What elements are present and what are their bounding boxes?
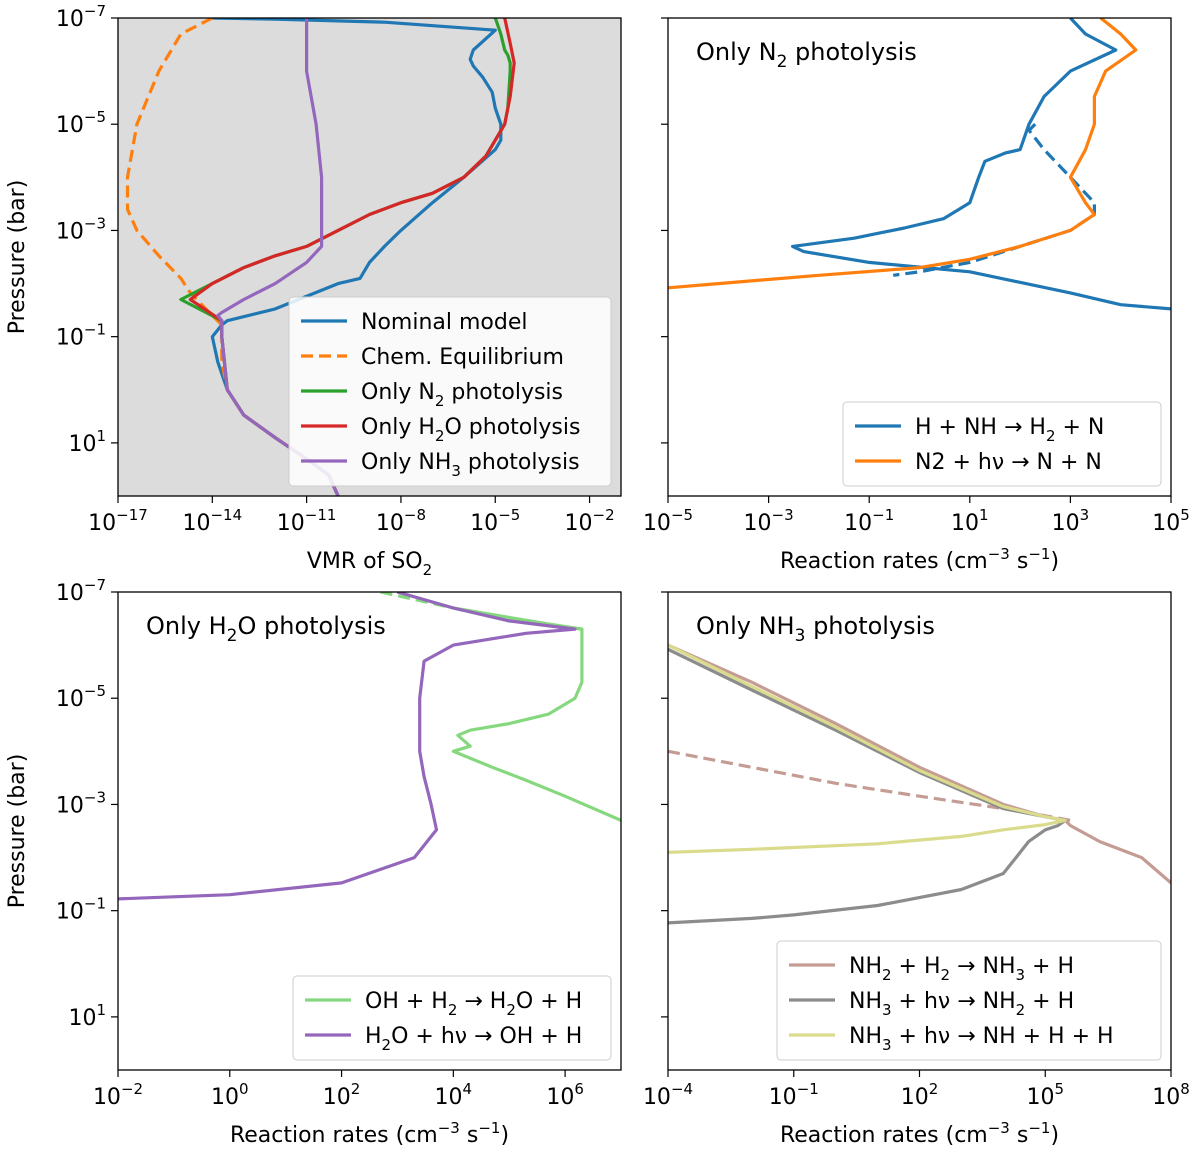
y-tick-label-0-2: 10−3 xyxy=(56,214,106,244)
legend-label-3-0: NH2 + H2 → NH3 + H xyxy=(849,954,1074,984)
x-axis-label: VMR of SO2 xyxy=(307,549,432,579)
y-axis-label: Pressure (bar) xyxy=(5,180,30,335)
series-line-0-1 xyxy=(125,18,340,496)
x-axis-label: Reaction rates (cm−3 s−1) xyxy=(780,545,1059,574)
y-tick-label-2-3: 10−1 xyxy=(56,895,106,925)
y-tick-label-0-3: 10−1 xyxy=(56,321,106,351)
legend-label-3-2: NH3 + hν → NH + H + H xyxy=(849,1024,1114,1054)
panel-title: Only NH3 photolysis xyxy=(696,612,935,646)
series-line-0-4 xyxy=(216,18,340,496)
series-group xyxy=(668,643,1171,925)
y-tick-label-2-2: 10−3 xyxy=(56,788,106,818)
legend-label-0-0: Nominal model xyxy=(361,310,528,335)
chart-panel-bottom-right: 10−4 10−1 102 105 108 Reaction rates (cm−3 s−… xyxy=(643,591,1190,1148)
x-tick-label-2-4: 106 xyxy=(546,1080,584,1110)
x-tick-label-1-0: 10−5 xyxy=(643,506,693,536)
x-tick-label-0-3: 10−8 xyxy=(376,506,426,536)
legend: Nominal model Chem. Equilibrium Only N2 ph… xyxy=(288,296,612,487)
legend-label-0-1: Chem. Equilibrium xyxy=(361,345,564,370)
legend-label-1-0: H + NH → H2 + N xyxy=(915,415,1104,445)
series-group xyxy=(125,18,516,496)
x-tick-label-0-5: 10−2 xyxy=(565,506,615,536)
chart-panel-bottom-left: 10−2 100 102 104 106 10−7 10−5 10−3 10−1 101 React… xyxy=(5,576,622,1148)
plot-frame xyxy=(667,17,1172,497)
x-axis-label: Reaction rates (cm−3 s−1) xyxy=(230,1119,509,1148)
x-tick-label-1-5: 105 xyxy=(1152,506,1190,536)
legend-label-0-2: Only N2 photolysis xyxy=(361,380,563,410)
chart-panel-top-right: 10−5 10−3 10−1 101 103 105 Reaction rates (cm−… xyxy=(643,17,1190,574)
y-tick-label-0-1: 10−5 xyxy=(56,108,106,138)
x-tick-label-1-2: 10−1 xyxy=(844,506,894,536)
legend: OH + H2 → H2O + H H2O + hν → OH + H xyxy=(292,975,612,1061)
legend-box xyxy=(292,975,612,1061)
x-tick-label-1-4: 103 xyxy=(1052,506,1090,536)
plot-frame xyxy=(117,591,622,1071)
series-line-1-0 xyxy=(791,18,1171,311)
x-tick-label-2-1: 100 xyxy=(211,1080,249,1110)
series-line-2-2 xyxy=(118,592,577,901)
x-tick-label-0-2: 10−11 xyxy=(277,506,337,536)
x-tick-label-3-4: 108 xyxy=(1152,1080,1190,1110)
y-tick-label-0-4: 101 xyxy=(68,427,106,457)
x-tick-label-2-0: 10−2 xyxy=(93,1080,143,1110)
legend-box xyxy=(776,940,1162,1061)
panel-title: Only N2 photolysis xyxy=(696,38,917,72)
chart-panel-top-left: 10−17 10−14 10−11 10−8 10−5 10−2 10−7 10−5 10−3 1… xyxy=(5,2,622,579)
legend-label-2-0: OH + H2 → H2O + H xyxy=(365,989,582,1019)
legend-label-0-3: Only H2O photolysis xyxy=(361,415,580,445)
x-tick-label-2-2: 102 xyxy=(323,1080,361,1110)
x-axis-label: Reaction rates (cm−3 s−1) xyxy=(780,1119,1059,1148)
series-group xyxy=(118,592,621,901)
x-tick-label-0-1: 10−14 xyxy=(182,506,242,536)
series-line-3-3 xyxy=(668,643,1067,854)
y-tick-label-2-1: 10−5 xyxy=(56,682,106,712)
x-tick-label-1-3: 101 xyxy=(951,506,989,536)
panel-title: Only H2O photolysis xyxy=(146,612,386,646)
y-tick-label-0-0: 10−7 xyxy=(56,2,106,32)
y-tick-label-2-0: 10−7 xyxy=(56,576,106,606)
x-tick-label-0-4: 10−5 xyxy=(470,506,520,536)
x-tick-label-3-1: 10−1 xyxy=(769,1080,819,1110)
legend-label-0-4: Only NH3 photolysis xyxy=(361,450,580,480)
legend-box xyxy=(842,401,1162,487)
x-tick-label-3-3: 105 xyxy=(1026,1080,1064,1110)
legend: H + NH → H2 + N N2 + hν → N + N xyxy=(842,401,1162,487)
x-tick-label-3-2: 102 xyxy=(901,1080,939,1110)
legend-label-2-1: H2O + hν → OH + H xyxy=(365,1024,582,1054)
y-axis-label: Pressure (bar) xyxy=(5,754,30,909)
legend: NH2 + H2 → NH3 + H NH3 + hν → NH2 + H NH3 … xyxy=(776,940,1162,1061)
x-tick-label-2-3: 104 xyxy=(435,1080,473,1110)
series-line-3-2 xyxy=(668,647,1067,925)
series-line-1-2 xyxy=(668,18,1138,290)
legend-label-1-1: N2 + hν → N + N xyxy=(915,450,1102,475)
x-tick-label-0-0: 10−17 xyxy=(88,506,148,536)
series-group xyxy=(668,18,1171,311)
legend-label-3-1: NH3 + hν → NH2 + H xyxy=(849,989,1074,1019)
plot-frame xyxy=(117,17,622,497)
x-tick-label-3-0: 10−4 xyxy=(643,1080,693,1110)
legend-box xyxy=(288,296,612,487)
series-line-3-1 xyxy=(668,749,1071,822)
x-tick-label-1-1: 10−3 xyxy=(744,506,794,536)
y-tick-label-2-4: 101 xyxy=(68,1001,106,1031)
